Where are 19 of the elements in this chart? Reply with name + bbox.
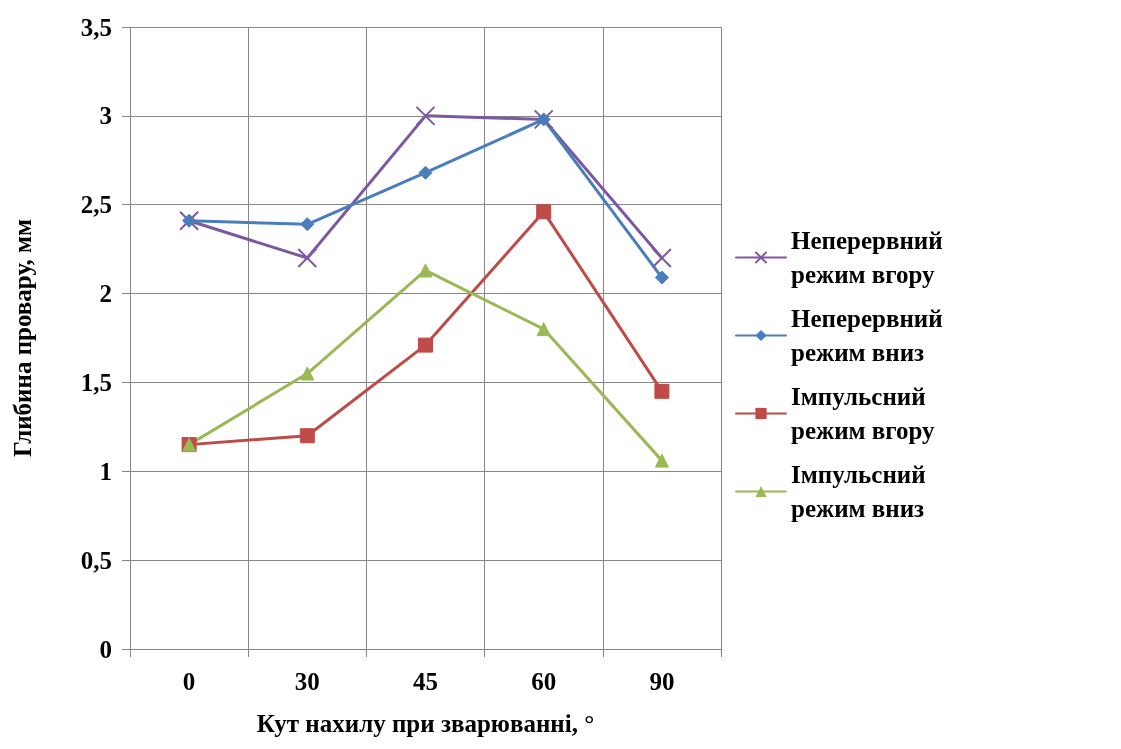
y-axis-title: Глибина провару, мм bbox=[9, 219, 36, 457]
y-tick-label: 3 bbox=[99, 102, 112, 130]
x-tick-label: 30 bbox=[294, 668, 320, 695]
x-tick-label: 45 bbox=[413, 668, 438, 695]
y-tick-label: 3,5 bbox=[80, 13, 112, 41]
y-tick-label: 0,5 bbox=[80, 546, 112, 574]
y-tick-label: 1,5 bbox=[80, 368, 112, 396]
y-tick-label: 0 bbox=[99, 635, 112, 663]
y-tick-label: 2 bbox=[99, 280, 112, 308]
x-tick-label: 90 bbox=[649, 668, 675, 695]
y-tick-label: 1 bbox=[99, 457, 112, 485]
x-tick-label: 60 bbox=[531, 668, 557, 695]
x-axis-title: Кут нахилу при зварюванні, ° bbox=[256, 710, 595, 737]
legend-label: Імпульсний режим вниз bbox=[791, 461, 932, 522]
legend-label: Неперервний режим вниз bbox=[791, 305, 949, 366]
legend-label: Неперервний режим вгору bbox=[791, 227, 949, 288]
legend-label: Імпульсний режим вгору bbox=[791, 383, 936, 444]
y-tick-label: 2,5 bbox=[80, 191, 112, 219]
x-tick-label: 0 bbox=[182, 668, 196, 695]
